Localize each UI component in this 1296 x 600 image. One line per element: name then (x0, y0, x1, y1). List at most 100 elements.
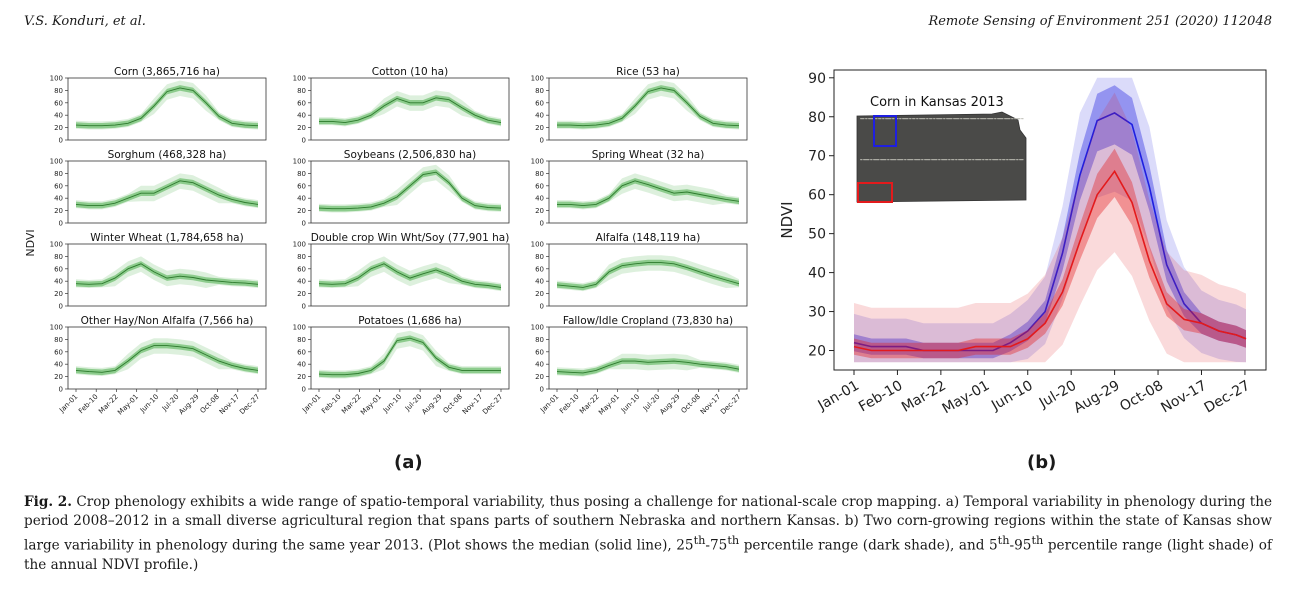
y-tick-label: 0 (59, 386, 63, 394)
y-tick-label: 80 (535, 336, 544, 344)
crop-pixel (961, 159, 963, 161)
y-tick-label: 80 (535, 87, 544, 95)
crop-pixel (948, 159, 950, 161)
crop-pixel (912, 118, 914, 120)
crop-pixel (970, 159, 972, 161)
crop-pixel (963, 118, 965, 120)
crop-pixel (1009, 118, 1011, 120)
crop-pixel (941, 159, 943, 161)
caption-sup-1: th (693, 533, 706, 547)
crop-pixel (947, 118, 949, 120)
y-tick-label: 80 (535, 253, 544, 261)
crop-pixel (1015, 118, 1017, 120)
crop-pixel (936, 159, 938, 161)
x-tick-label: Dec-27 (1202, 378, 1253, 417)
y-tick-label: 80 (54, 87, 63, 95)
y-tick-label: 100 (531, 75, 544, 83)
y-tick-label: 90 (808, 71, 826, 87)
panel-label-a: (a) (394, 452, 423, 473)
x-tick-label: Oct-08 (199, 393, 221, 415)
crop-pixel (929, 159, 931, 161)
crop-pixel (885, 118, 887, 120)
crop-pixel (933, 118, 935, 120)
ndvi-axis-label-a: NDVI (24, 229, 37, 256)
caption-sup-3: th (997, 533, 1010, 547)
y-tick-label: 20 (54, 373, 63, 381)
crop-pixel (909, 159, 911, 161)
running-header-authors: V.S. Konduri, et al. (24, 14, 146, 29)
subplot-title: Corn (3,865,716 ha) (114, 66, 220, 78)
crop-pixel (1020, 159, 1022, 161)
crop-pixel (863, 159, 865, 161)
figure-caption: Fig. 2. Crop phenology exhibits a wide r… (24, 493, 1272, 575)
panel-label-b: (b) (1027, 452, 1057, 473)
crop-pixel (960, 159, 962, 161)
crop-pixel (950, 118, 952, 120)
y-tick-label: 20 (297, 124, 306, 132)
y-tick-label: 80 (297, 253, 306, 261)
x-tick-label: Jun-10 (381, 393, 403, 415)
crop-pixel (934, 159, 936, 161)
y-tick-label: 60 (54, 182, 63, 190)
subplot-frame (548, 326, 748, 390)
crop-pixel (973, 118, 975, 120)
caption-text-1: Crop phenology exhibits a wide range of … (24, 494, 1272, 554)
x-tick-label: Jan-01 (815, 378, 862, 415)
crop-pixel (925, 159, 927, 161)
crop-pixel (960, 118, 962, 120)
y-tick-label: 60 (535, 182, 544, 190)
crop-pixel (986, 159, 988, 161)
subplot-frame (548, 243, 748, 307)
crop-pixel (1013, 159, 1015, 161)
crop-pixel (898, 159, 900, 161)
crop-pixel (939, 118, 941, 120)
crop-pixel (917, 118, 919, 120)
light-band (76, 256, 258, 288)
crop-pixel (992, 118, 994, 120)
subplot: Rice (53 ha) 0 20 40 60 80 100 (531, 66, 748, 145)
x-tick-label: Feb-10 (320, 393, 343, 416)
crop-pixel (895, 159, 897, 161)
crop-pixel (971, 118, 973, 120)
crop-pixel (900, 159, 902, 161)
crop-pixel (904, 159, 906, 161)
crop-pixel (1016, 159, 1018, 161)
crop-pixel (988, 118, 990, 120)
crop-pixel (997, 118, 999, 120)
crop-pixel (875, 159, 877, 161)
crop-pixel (890, 159, 892, 161)
y-tick-label: 60 (54, 99, 63, 107)
subplot-frame (310, 326, 510, 390)
crop-pixel (911, 159, 913, 161)
subplot: Potatoes (1,686 ha) 0 20 40 60 80 100 Jan-01Feb… (293, 315, 510, 417)
crop-pixel (927, 118, 929, 120)
crop-pixel (978, 159, 980, 161)
y-tick-label: 0 (302, 386, 306, 394)
crop-pixel (983, 118, 985, 120)
crop-pixel (991, 118, 993, 120)
inset-title: Corn in Kansas 2013 (870, 95, 1004, 110)
x-tick-label: May-01 (940, 378, 993, 418)
light-band (557, 255, 739, 292)
crop-pixel (917, 159, 919, 161)
crop-pixel (900, 118, 902, 120)
y-tick-label: 20 (535, 124, 544, 132)
crop-pixel (975, 159, 977, 161)
crop-pixel (860, 159, 862, 161)
y-tick-label: 20 (535, 373, 544, 381)
crop-pixel (905, 159, 907, 161)
subplot-title: Fallow/Idle Cropland (73,830 ha) (563, 315, 733, 327)
crop-pixel (865, 159, 867, 161)
crop-pixel (933, 159, 935, 161)
crop-pixel (970, 118, 972, 120)
subplot-title: Double crop Win Wht/Soy (77,901 ha) (311, 232, 510, 244)
crop-pixel (1016, 118, 1018, 120)
x-tick-label: Nov-17 (1158, 378, 1209, 417)
crop-pixel (1004, 118, 1006, 120)
crop-pixel (921, 118, 923, 120)
crop-pixel (953, 159, 955, 161)
crop-pixel (946, 159, 948, 161)
crop-pixel (987, 159, 989, 161)
y-tick-label: 100 (293, 241, 306, 249)
crop-pixel (951, 118, 953, 120)
